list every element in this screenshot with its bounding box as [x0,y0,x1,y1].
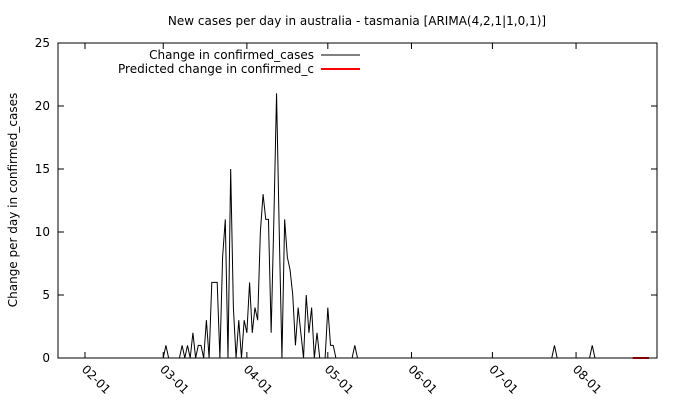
x-tick-label: 02-01 [79,362,114,397]
legend-label-actual: Change in confirmed_cases [149,48,314,62]
legend: Change in confirmed_cases Predicted chan… [118,48,360,76]
series-layer [58,93,649,359]
x-axis-ticks: 02-01 03-01 04-01 05-01 06-01 07-01 08-01 [79,43,605,397]
legend-label-predicted: Predicted change in confirmed_c [118,62,314,76]
y-tick-label: 0 [42,351,50,365]
chart-title: New cases per day in australia - tasmani… [168,14,546,28]
x-tick-label: 04-01 [241,362,276,397]
plot-frame [57,42,658,359]
x-tick-label: 08-01 [570,362,605,397]
y-axis-label: Change per day in confirmed_cases [6,93,20,308]
x-tick-label: 06-01 [405,362,440,397]
y-tick-label: 20 [35,99,50,113]
y-tick-label: 10 [35,225,50,239]
y-tick-label: 15 [35,162,50,176]
x-tick-label: 03-01 [157,362,192,397]
series-line-actual [58,93,631,359]
y-tick-label: 25 [35,36,50,50]
y-tick-label: 5 [42,288,50,302]
x-tick-label: 05-01 [322,362,357,397]
x-tick-label: 07-01 [486,362,521,397]
y-axis-ticks: 0 5 10 15 20 25 [35,36,657,365]
